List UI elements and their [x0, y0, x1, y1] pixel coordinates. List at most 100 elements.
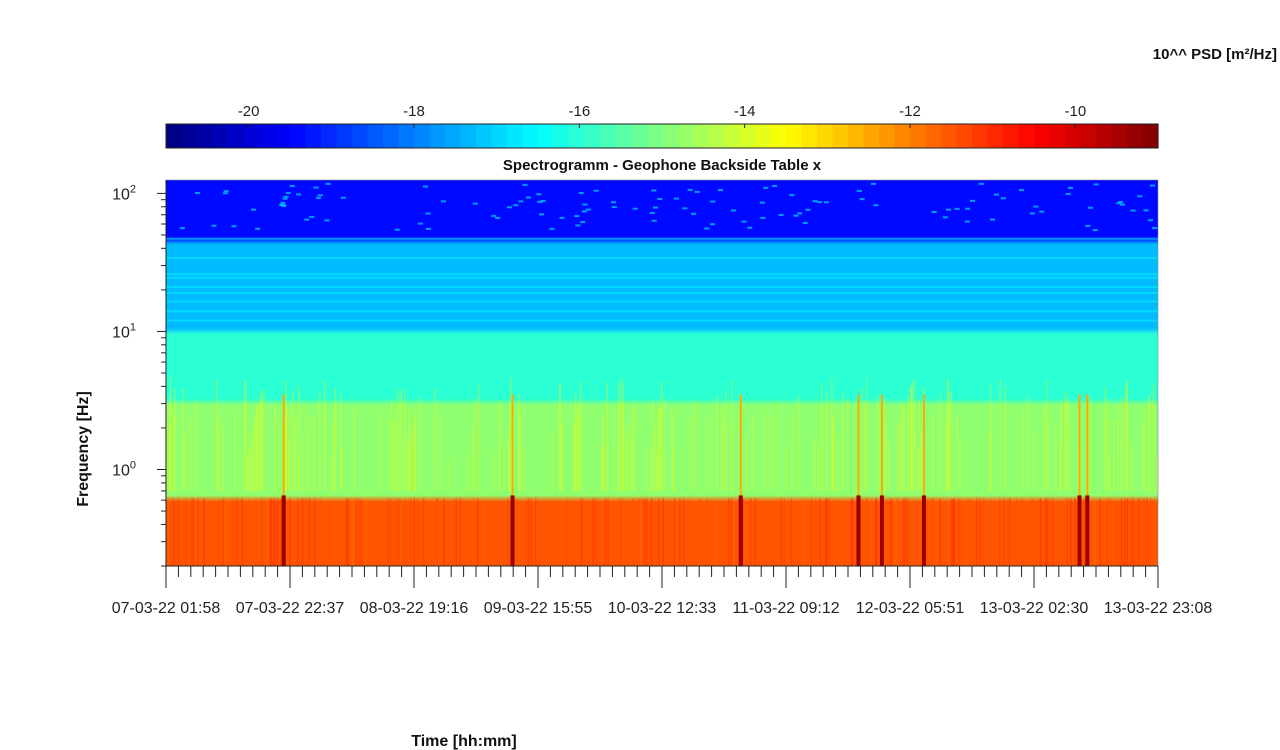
- texture-streak: [217, 414, 219, 491]
- colorbar-segment: [507, 124, 524, 148]
- noise-mark: [223, 190, 229, 193]
- colorbar-segment: [925, 124, 942, 148]
- texture-streak: [975, 498, 978, 566]
- noise-mark: [657, 198, 663, 201]
- texture-streak: [592, 498, 594, 566]
- texture-streak: [622, 498, 624, 566]
- noise-mark: [632, 207, 638, 210]
- texture-streak: [408, 408, 410, 491]
- colorbar-segment: [972, 124, 989, 148]
- noise-mark: [317, 194, 323, 197]
- colorbar-segment: [414, 124, 431, 148]
- texture-streak: [948, 391, 950, 491]
- texture-streak: [907, 395, 909, 491]
- noise-mark: [304, 218, 310, 221]
- texture-streak: [459, 498, 461, 566]
- texture-streak: [918, 399, 920, 491]
- texture-streak: [394, 421, 396, 491]
- noise-mark: [1039, 210, 1045, 213]
- texture-streak: [602, 414, 604, 491]
- noise-mark: [537, 200, 543, 203]
- noise-mark: [1149, 184, 1155, 187]
- texture-streak: [1130, 498, 1132, 566]
- texture-streak: [300, 498, 303, 566]
- texture-streak: [239, 498, 242, 566]
- texture-streak: [333, 498, 336, 566]
- narrowband-line: [166, 276, 1158, 279]
- texture-streak: [256, 408, 259, 491]
- noise-mark: [285, 192, 291, 195]
- colorbar-segment: [708, 124, 725, 148]
- texture-streak: [675, 498, 677, 566]
- texture-streak: [573, 422, 575, 491]
- texture-streak: [904, 498, 906, 566]
- colorbar-tick-label: -16: [568, 103, 590, 120]
- texture-streak: [804, 498, 806, 566]
- texture-streak: [472, 498, 474, 566]
- texture-streak: [241, 498, 244, 566]
- colorbar-segment: [259, 124, 276, 148]
- texture-streak: [251, 429, 253, 491]
- texture-streak: [1123, 498, 1126, 566]
- texture-streak: [189, 418, 192, 491]
- texture-streak: [1149, 498, 1151, 566]
- y-tick-label: 102: [112, 183, 136, 203]
- noise-mark: [978, 182, 984, 185]
- noise-mark: [472, 202, 478, 205]
- texture-streak: [951, 498, 953, 566]
- noise-mark: [931, 210, 937, 213]
- texture-streak: [519, 411, 522, 491]
- colorbar-segment: [817, 124, 834, 148]
- texture-streak: [302, 498, 304, 566]
- texture-streak: [1099, 498, 1101, 566]
- noise-mark: [394, 228, 400, 231]
- texture-streak: [802, 498, 805, 566]
- texture-streak: [642, 498, 644, 566]
- texture-streak: [689, 419, 691, 491]
- texture-streak: [625, 436, 627, 491]
- noise-mark: [559, 216, 565, 219]
- texture-streak: [250, 435, 252, 491]
- x-tick-label: 09-03-22 15:55: [484, 600, 593, 617]
- texture-streak: [638, 498, 641, 566]
- texture-streak: [989, 434, 992, 491]
- texture-streak: [1067, 498, 1070, 566]
- colorbar-segment: [770, 124, 787, 148]
- narrowband-line: [166, 237, 1158, 240]
- texture-streak: [410, 498, 413, 566]
- texture-streak: [927, 498, 930, 566]
- noise-mark: [970, 199, 976, 202]
- texture-streak: [508, 427, 510, 491]
- texture-streak: [646, 498, 649, 566]
- texture-streak: [890, 498, 893, 566]
- colorbar-segment: [569, 124, 586, 148]
- texture-streak: [253, 420, 255, 491]
- texture-streak: [1139, 498, 1141, 566]
- texture-streak: [194, 402, 197, 491]
- texture-streak: [285, 408, 288, 491]
- texture-streak: [1039, 498, 1042, 566]
- noise-mark: [710, 223, 716, 226]
- texture-streak: [196, 498, 198, 566]
- texture-streak: [631, 439, 633, 491]
- texture-streak: [423, 498, 425, 566]
- texture-streak: [888, 442, 890, 491]
- texture-streak: [169, 377, 172, 491]
- texture-streak: [387, 413, 389, 491]
- texture-streak: [166, 405, 168, 491]
- texture-streak: [273, 498, 276, 566]
- texture-streak: [644, 498, 646, 566]
- texture-streak: [1106, 498, 1109, 566]
- x-tick-label: 10-03-22 12:33: [608, 600, 717, 617]
- texture-streak: [229, 498, 232, 566]
- texture-streak: [750, 498, 752, 566]
- texture-streak: [317, 498, 320, 566]
- texture-streak: [172, 415, 175, 491]
- texture-streak: [952, 498, 955, 566]
- texture-streak: [661, 498, 664, 566]
- texture-streak: [365, 498, 367, 566]
- texture-streak: [813, 438, 816, 491]
- x-tick-label: 11-03-22 09:12: [732, 600, 839, 617]
- colorbar-tick-label: -20: [238, 103, 260, 120]
- texture-streak: [387, 498, 389, 566]
